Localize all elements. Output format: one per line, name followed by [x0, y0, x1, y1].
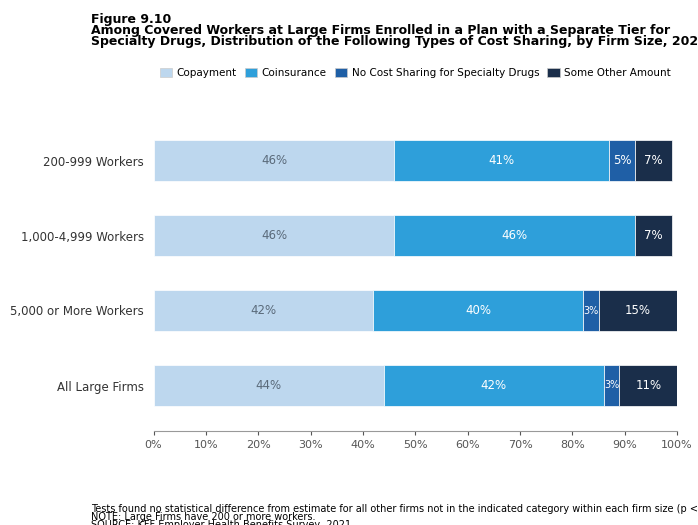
Text: 15%: 15% [625, 304, 651, 317]
Text: 7%: 7% [644, 229, 663, 242]
Bar [583, 290, 599, 331]
Text: 7%: 7% [644, 154, 663, 167]
Bar [604, 365, 620, 406]
Text: 5%: 5% [613, 154, 632, 167]
Text: 46%: 46% [261, 229, 287, 242]
Bar [154, 290, 373, 331]
Text: 3%: 3% [583, 306, 598, 316]
Bar [154, 365, 384, 406]
Text: Among Covered Workers at Large Firms Enrolled in a Plan with a Separate Tier for: Among Covered Workers at Large Firms Enr… [91, 24, 670, 37]
Text: 41%: 41% [489, 154, 514, 167]
Text: 42%: 42% [481, 379, 507, 392]
Bar [373, 290, 583, 331]
Text: 46%: 46% [502, 229, 528, 242]
Bar [635, 215, 671, 256]
Bar [394, 215, 635, 256]
Bar [599, 290, 677, 331]
Bar [154, 215, 394, 256]
Text: Tests found no statistical difference from estimate for all other firms not in t: Tests found no statistical difference fr… [91, 504, 698, 514]
Text: 3%: 3% [604, 381, 619, 391]
Text: 46%: 46% [261, 154, 287, 167]
Legend: Copayment, Coinsurance, No Cost Sharing for Specialty Drugs, Some Other Amount: Copayment, Coinsurance, No Cost Sharing … [156, 64, 675, 82]
Bar [635, 140, 671, 181]
Text: Figure 9.10: Figure 9.10 [91, 13, 171, 26]
Bar [394, 140, 609, 181]
Text: 40%: 40% [465, 304, 491, 317]
Text: SOURCE: KFF Employer Health Benefits Survey, 2021: SOURCE: KFF Employer Health Benefits Sur… [91, 520, 351, 525]
Text: 42%: 42% [251, 304, 276, 317]
Text: 11%: 11% [635, 379, 661, 392]
Bar [620, 365, 677, 406]
Bar [609, 140, 635, 181]
Text: NOTE: Large Firms have 200 or more workers.: NOTE: Large Firms have 200 or more worke… [91, 512, 315, 522]
Text: 44%: 44% [255, 379, 282, 392]
Bar [384, 365, 604, 406]
Text: Specialty Drugs, Distribution of the Following Types of Cost Sharing, by Firm Si: Specialty Drugs, Distribution of the Fol… [91, 35, 698, 48]
Bar [154, 140, 394, 181]
